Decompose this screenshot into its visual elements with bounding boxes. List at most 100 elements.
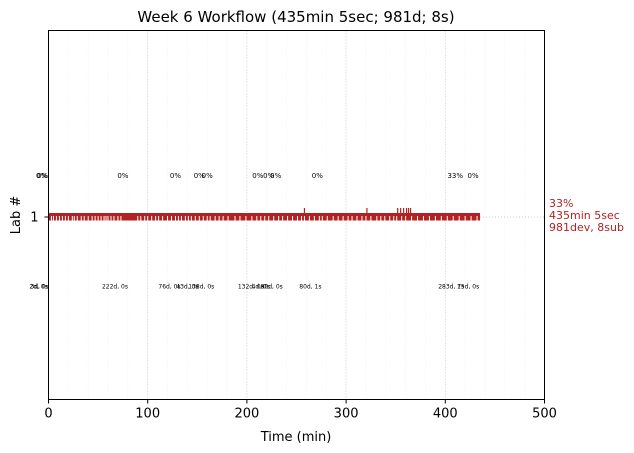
activity-gap [202, 216, 204, 221]
activity-gap [222, 216, 224, 221]
activity-gap [234, 216, 236, 221]
activity-gap [313, 216, 315, 221]
activity-gap [458, 216, 460, 221]
gap-label: 76d, 0s [158, 284, 180, 291]
percent-label: 0% [312, 172, 323, 180]
activity-gap [91, 216, 93, 221]
gap-label: 2d, 0s [29, 284, 47, 291]
summary-line: 435min 5sec [549, 209, 620, 222]
activity-gap [227, 216, 229, 221]
activity-gap [76, 216, 78, 221]
x-tick-label: 200 [234, 407, 259, 422]
x-tick-label: 100 [135, 407, 160, 422]
activity-gap [268, 216, 270, 221]
activity-gap [417, 216, 419, 221]
activity-gap [428, 216, 430, 221]
activity-gap [476, 216, 478, 221]
activity-gap [184, 216, 186, 221]
percent-label: 0% [37, 172, 48, 180]
gap-label: 43d, 0s [176, 284, 198, 291]
activity-gap [190, 216, 192, 221]
percent-label: 33% [447, 172, 463, 180]
activity-gap [177, 216, 179, 221]
activity-gap [94, 216, 96, 221]
activity-gap [393, 216, 395, 221]
gap-label: 3d, 0s [30, 284, 48, 291]
activity-gap [113, 216, 115, 221]
percent-label: 0% [202, 172, 213, 180]
activity-gap [147, 216, 149, 221]
activity-gap [318, 216, 320, 221]
activity-gap [105, 216, 107, 221]
activity-gap [351, 216, 353, 221]
gap-label: 4d, 0s [252, 284, 270, 291]
activity-gap [282, 216, 284, 221]
activity-gap [144, 216, 146, 221]
activity-gap [100, 216, 102, 221]
x-tick-label: 300 [334, 407, 359, 422]
activity-gap [308, 216, 310, 221]
x-tick-label: 500 [532, 407, 557, 422]
activity-gap [80, 216, 82, 221]
activity-gap [117, 216, 119, 221]
activity-gap [180, 216, 182, 221]
gap-label: 80d, 0s [261, 284, 283, 291]
percent-label: 0% [36, 172, 47, 180]
activity-gap [273, 216, 275, 221]
activity-gap [162, 216, 164, 221]
activity-gap [287, 216, 289, 221]
activity-gap [405, 216, 407, 221]
gap-label: 138d, 0s [188, 284, 214, 291]
percent-label: 0% [194, 172, 205, 180]
activity-gap [411, 216, 413, 221]
activity-gap [87, 216, 89, 221]
activity-gap [245, 216, 247, 221]
y-axis-ticks: 1 [30, 211, 49, 226]
activity-gap [55, 216, 57, 221]
activity-gap [187, 216, 189, 221]
activity-gap [158, 216, 160, 221]
activity-gap [174, 216, 176, 221]
percent-label: 0% [468, 172, 479, 180]
activity-gap [73, 216, 75, 221]
activity-gap [446, 216, 448, 221]
activity-gap [292, 216, 294, 221]
activity-gap [71, 216, 73, 221]
activity-gap [218, 216, 220, 221]
activity-gap [83, 216, 85, 221]
activity-gap [342, 216, 344, 221]
activity-gap [103, 216, 105, 221]
activity-gap [264, 216, 266, 221]
activity-gap [303, 216, 305, 221]
activity-gap [347, 216, 349, 221]
activity-gap [278, 216, 280, 221]
activity-gap [61, 216, 63, 221]
x-axis-label: Time (min) [260, 430, 332, 445]
activity-gap [370, 216, 372, 221]
percent-label: 0% [252, 172, 263, 180]
activity-gap [365, 216, 367, 221]
activity-gap [151, 216, 153, 221]
activity-gap [376, 216, 378, 221]
gap-label: 15d, 0s [457, 284, 479, 291]
activity-gap [120, 216, 122, 221]
activity-gap [140, 216, 142, 221]
gap-label: 283d, 7s [438, 284, 464, 291]
chart-title: Week 6 Workflow (435min 5sec; 981d; 8s) [137, 8, 454, 26]
activity-gap [110, 216, 112, 221]
activity-gap [356, 216, 358, 221]
summary-line: 33% [549, 197, 573, 210]
activity-gap [401, 216, 403, 221]
activity-gap [67, 216, 69, 221]
activity-gap [209, 216, 211, 221]
activity-gap [107, 216, 109, 221]
activity-gap [256, 216, 258, 221]
activity-gap [260, 216, 262, 221]
activity-gap [321, 216, 323, 221]
activity-gap [58, 216, 60, 221]
activity-gap [50, 216, 52, 221]
activity-gap [171, 216, 173, 221]
activity-gap [434, 216, 436, 221]
